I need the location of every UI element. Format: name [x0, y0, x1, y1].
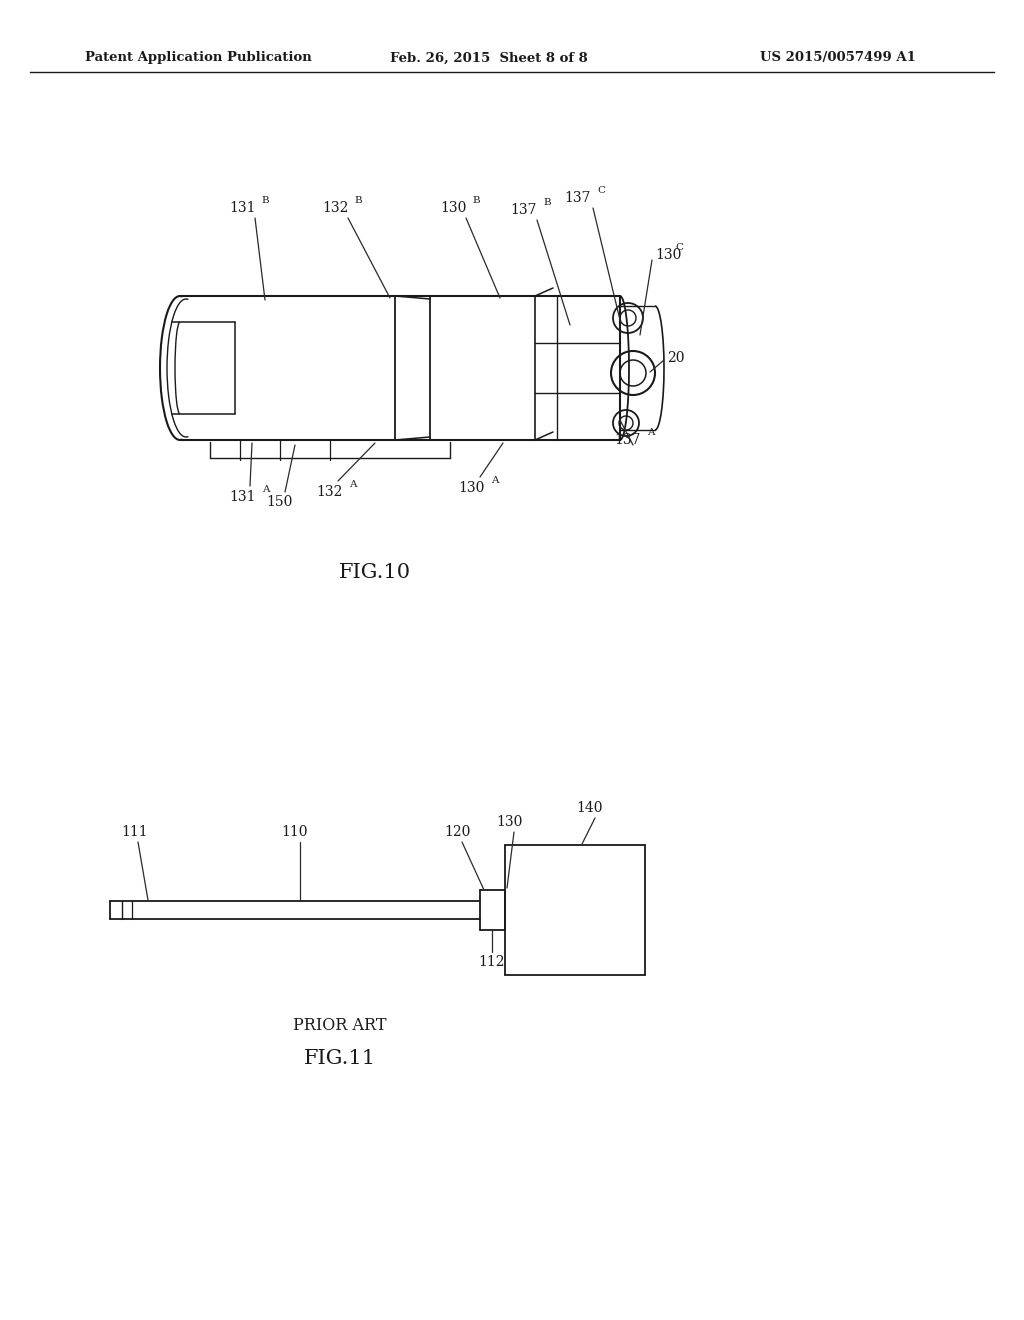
Text: 131: 131 [229, 201, 256, 215]
Text: A: A [647, 428, 654, 437]
Text: 130: 130 [440, 201, 466, 215]
Text: 20: 20 [667, 351, 684, 366]
Text: US 2015/0057499 A1: US 2015/0057499 A1 [760, 51, 915, 65]
Text: 132: 132 [322, 201, 348, 215]
Text: 130: 130 [497, 814, 523, 829]
Text: A: A [262, 484, 269, 494]
Text: Feb. 26, 2015  Sheet 8 of 8: Feb. 26, 2015 Sheet 8 of 8 [390, 51, 588, 65]
Text: 131: 131 [229, 490, 256, 504]
Text: FIG.10: FIG.10 [339, 562, 411, 582]
Text: 140: 140 [577, 801, 603, 814]
Text: 110: 110 [282, 825, 308, 840]
Text: A: A [349, 480, 356, 488]
Text: 130: 130 [459, 480, 485, 495]
Text: 111: 111 [122, 825, 148, 840]
Text: 120: 120 [444, 825, 471, 840]
Text: B: B [543, 198, 551, 207]
Text: C: C [597, 186, 605, 195]
Text: 112: 112 [479, 954, 505, 969]
Text: 130: 130 [655, 248, 681, 261]
Text: 137: 137 [565, 191, 591, 205]
Text: B: B [261, 195, 268, 205]
Text: 132: 132 [316, 484, 343, 499]
Text: PRIOR ART: PRIOR ART [293, 1016, 387, 1034]
Text: B: B [354, 195, 361, 205]
Text: 137: 137 [511, 203, 538, 216]
Text: 150: 150 [267, 495, 293, 510]
Text: C: C [675, 243, 683, 252]
Text: FIG.11: FIG.11 [304, 1048, 376, 1068]
Text: B: B [472, 195, 479, 205]
Text: 137: 137 [614, 433, 641, 447]
Text: A: A [490, 477, 499, 484]
Text: Patent Application Publication: Patent Application Publication [85, 51, 311, 65]
